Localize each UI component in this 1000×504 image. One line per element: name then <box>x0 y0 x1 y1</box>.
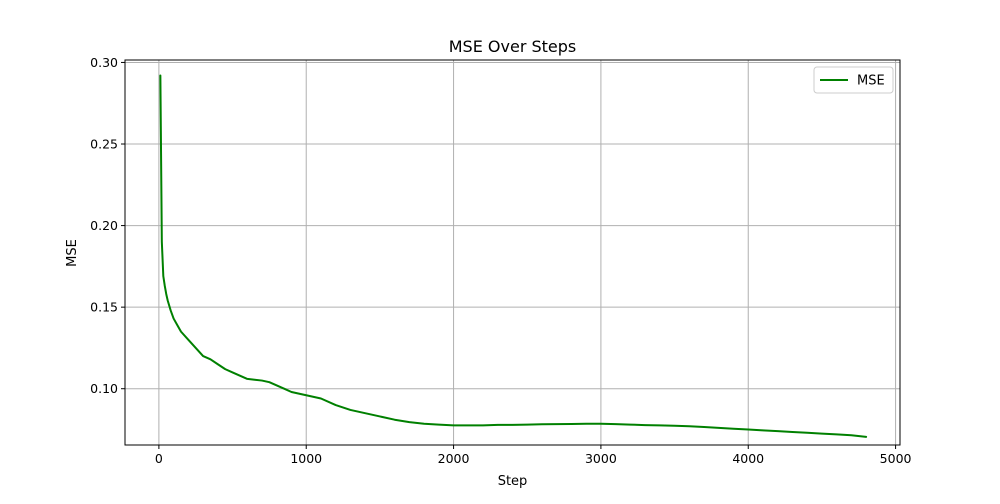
x-tick-label: 0 <box>155 451 163 466</box>
series-layer <box>159 74 868 438</box>
tick-layer: 0 1000 2000 3000 4000 5000 0.10 0.15 0.20 0.25 0.3… <box>90 55 911 466</box>
x-tick-label: 5000 <box>880 451 912 466</box>
chart-title: MSE Over Steps <box>449 37 577 56</box>
x-tick-label: 1000 <box>290 451 322 466</box>
plot-frame <box>124 59 901 446</box>
y-axis-label: MSE <box>65 239 80 267</box>
legend-label-mse: MSE <box>857 74 885 89</box>
y-tick-label: 0.25 <box>90 137 118 152</box>
x-tick-label: 3000 <box>585 451 617 466</box>
x-tick-label: 4000 <box>732 451 764 466</box>
legend-box <box>813 66 894 94</box>
y-tick-label: 0.10 <box>90 381 118 396</box>
x-axis-label: Step <box>498 474 528 489</box>
y-tick-label: 0.15 <box>90 300 118 315</box>
grid-layer <box>125 60 900 445</box>
y-tick-label: 0.30 <box>90 55 118 70</box>
y-tick-label: 0.20 <box>90 218 118 233</box>
x-tick-label: 2000 <box>438 451 470 466</box>
series-line-mse <box>159 74 868 438</box>
legend: MSE <box>813 66 894 94</box>
